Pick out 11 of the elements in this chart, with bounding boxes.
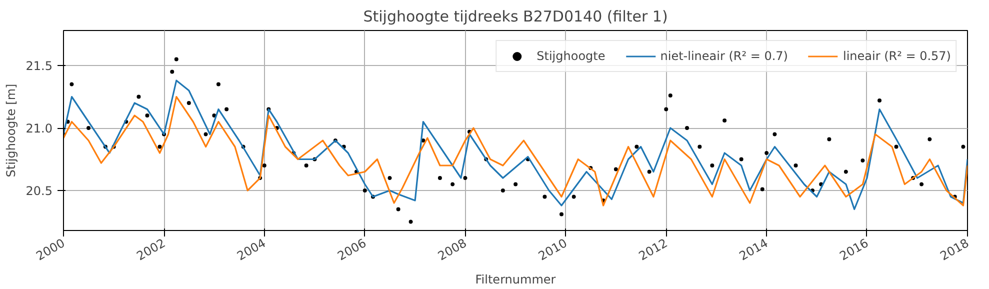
y-tick-label: 21.5 xyxy=(26,59,52,73)
line-series xyxy=(64,80,968,210)
y-tick-label: 20.5 xyxy=(26,184,52,198)
legend-label: lineair (R² = 0.57) xyxy=(842,49,951,63)
legend-label: Stijghoogte xyxy=(536,49,606,63)
y-tick-label: 21.0 xyxy=(26,122,52,136)
x-axis-title: Filternummer xyxy=(475,272,556,286)
chart-title: Stijghoogte tijdreeks B27D0140 (filter 1) xyxy=(363,8,668,26)
legend-label: niet-lineair (R² = 0.7) xyxy=(660,49,788,63)
y-axis-title: Stijghoogte [m] xyxy=(4,84,18,178)
line-series xyxy=(64,96,968,206)
